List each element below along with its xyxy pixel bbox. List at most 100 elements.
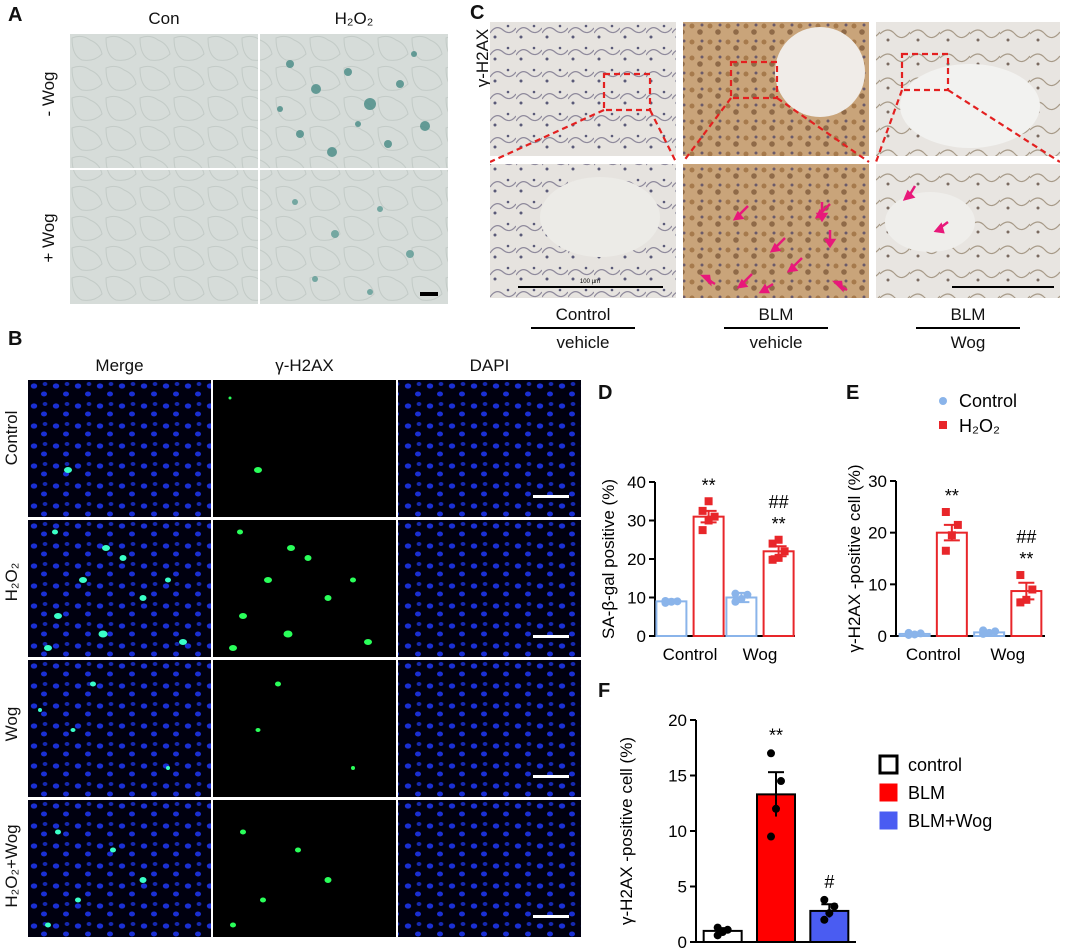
chart-e-ylabel: γ-H2AX -positive cell (%) bbox=[845, 465, 864, 653]
panel-c-histology: 100 µm bbox=[490, 22, 1060, 298]
chart-f-significance: # bbox=[824, 872, 834, 892]
chart-e-significance: ## bbox=[1016, 527, 1036, 547]
chart-f-ytick-label: 15 bbox=[668, 767, 687, 786]
chart-d-point bbox=[768, 555, 777, 564]
chart-e-ytick-label: 30 bbox=[868, 472, 887, 491]
chart-f-ytick-label: 10 bbox=[668, 822, 687, 841]
panel-b-row-label-control: Control bbox=[2, 410, 21, 466]
scale-bar bbox=[420, 292, 438, 296]
chart-f-legend-swatch bbox=[879, 811, 898, 830]
chart-f-ytick-label: 20 bbox=[668, 711, 687, 730]
chart-f-point bbox=[820, 895, 829, 904]
chart-e-point bbox=[991, 627, 1000, 636]
group-underline-1 bbox=[531, 327, 635, 329]
chart-d-point bbox=[704, 497, 713, 506]
chart-e-point bbox=[1016, 598, 1025, 607]
scale-bar-text: 100 µm bbox=[580, 279, 600, 285]
chart-e-legend-marker-h2o2 bbox=[939, 421, 947, 429]
panel-e-label: E bbox=[846, 382, 860, 404]
chart-d-significance: ** bbox=[772, 514, 786, 534]
chart-d-point bbox=[774, 535, 783, 544]
panel-b-col-header-merge: Merge bbox=[95, 356, 144, 375]
chart-f-ytick-label: 0 bbox=[678, 933, 687, 950]
merge-control bbox=[28, 380, 211, 517]
chart-d-ytick-label: 40 bbox=[627, 473, 646, 492]
chart-e-ytick-label: 0 bbox=[878, 627, 887, 646]
group-label-top-3: BLM bbox=[950, 305, 986, 324]
chart-d-point bbox=[780, 547, 789, 556]
chart-d-bar bbox=[655, 600, 688, 638]
gh2ax-h2o2-wog bbox=[213, 800, 396, 937]
panel-b-row-label-wog: Wog bbox=[2, 706, 21, 742]
chart-d-ytick-label: 30 bbox=[627, 512, 646, 531]
chart-d-bar bbox=[692, 515, 725, 637]
micrograph-con-plus-wog bbox=[70, 170, 258, 304]
chart-d-ytick-label: 20 bbox=[627, 550, 646, 569]
chart-d-xtick-label: Wog bbox=[743, 645, 778, 664]
chart-e-point bbox=[1016, 571, 1025, 580]
micrograph-con-minus-wog bbox=[70, 34, 258, 168]
group-label-bottom-1: vehicle bbox=[556, 333, 610, 352]
dapi-h2o2-wog bbox=[398, 800, 581, 937]
chart-e-point bbox=[1022, 595, 1031, 604]
gh2ax-wog bbox=[213, 660, 396, 797]
merge-h2o2 bbox=[28, 520, 211, 657]
chart-d-point bbox=[704, 516, 713, 525]
panel-a-col-header-h2o2: H₂O₂ bbox=[334, 9, 374, 28]
dapi-wog bbox=[398, 660, 581, 797]
chart-e-point bbox=[1028, 585, 1037, 594]
chart-e-legend-label: Control bbox=[959, 391, 1017, 411]
panel-a-col-header-con: Con bbox=[148, 9, 180, 28]
chart-d-point bbox=[698, 506, 707, 515]
chart-f-legend-swatch bbox=[879, 783, 898, 802]
chart-e: 0 10 20 30γ-H2AX -positive cell (%) Control W… bbox=[845, 391, 1045, 664]
dapi-control bbox=[398, 380, 581, 517]
chart-f-bar-blm bbox=[756, 793, 796, 944]
chart-e-point bbox=[941, 546, 950, 555]
chart-f-ylabel: γ-H2AX -positive cell (%) bbox=[617, 737, 636, 925]
chart-d-point bbox=[710, 512, 719, 521]
chart-f-point bbox=[713, 923, 722, 932]
panel-b-col-header-dapi: DAPI bbox=[469, 356, 510, 375]
panel-b-label: B bbox=[8, 328, 23, 350]
chart-d-point bbox=[731, 597, 740, 606]
group-label-bottom-2: vehicle bbox=[749, 333, 803, 352]
chart-e-ytick-label: 10 bbox=[868, 575, 887, 594]
chart-d-point bbox=[774, 553, 783, 562]
chart-d-ytick-label: 10 bbox=[627, 589, 646, 608]
chart-e-legend-marker-control bbox=[939, 397, 947, 405]
group-underline-3 bbox=[916, 327, 1020, 329]
chart-f-point bbox=[772, 804, 780, 813]
group-label-bottom-3: Wog bbox=[950, 333, 986, 352]
chart-d-point bbox=[768, 539, 777, 548]
chart-f-point bbox=[830, 902, 839, 911]
group-underline-2 bbox=[724, 327, 828, 329]
chart-f-legend-label: BLM+Wog bbox=[908, 811, 992, 831]
chart-d-point bbox=[698, 526, 707, 535]
chart-f-ytick-label: 5 bbox=[678, 878, 687, 897]
chart-f-significance: ** bbox=[769, 725, 783, 745]
chart-d-point bbox=[731, 589, 740, 598]
chart-d-xtick-label: Control bbox=[663, 645, 718, 664]
panel-d-label: D bbox=[598, 382, 613, 404]
chart-e-xtick-label: Wog bbox=[990, 645, 1025, 664]
chart-f-point bbox=[767, 832, 775, 841]
chart-e-legend-label: H₂O₂ bbox=[959, 416, 1000, 436]
chart-f-legend-label: control bbox=[908, 755, 962, 775]
chart-f-point bbox=[825, 909, 834, 918]
panel-a-micrographs bbox=[70, 34, 448, 304]
panel-a-row-label-plus-wog: + Wog bbox=[39, 213, 58, 263]
group-label-top-1: Control bbox=[555, 305, 611, 324]
chart-d-point bbox=[661, 596, 670, 605]
chart-f-legend-label: BLM bbox=[908, 783, 945, 803]
chart-d-ytick-label: 0 bbox=[637, 627, 646, 646]
chart-e-point bbox=[916, 629, 925, 638]
panel-b-row-label-h2o2-wog: H₂O₂+Wog bbox=[2, 824, 21, 908]
chart-f: 0 5 10 15 20 γ-H2AX -positive cell (%) ** # cont… bbox=[617, 711, 992, 950]
panel-b-row-label-h2o2: H₂O₂ bbox=[2, 562, 21, 602]
dapi-h2o2 bbox=[398, 520, 581, 657]
chart-d-ylabel: SA-β-gal positive (%) bbox=[600, 479, 618, 639]
panel-a-label: A bbox=[8, 4, 23, 26]
chart-e-ytick-label: 20 bbox=[868, 524, 887, 543]
chart-e-point bbox=[904, 628, 913, 637]
